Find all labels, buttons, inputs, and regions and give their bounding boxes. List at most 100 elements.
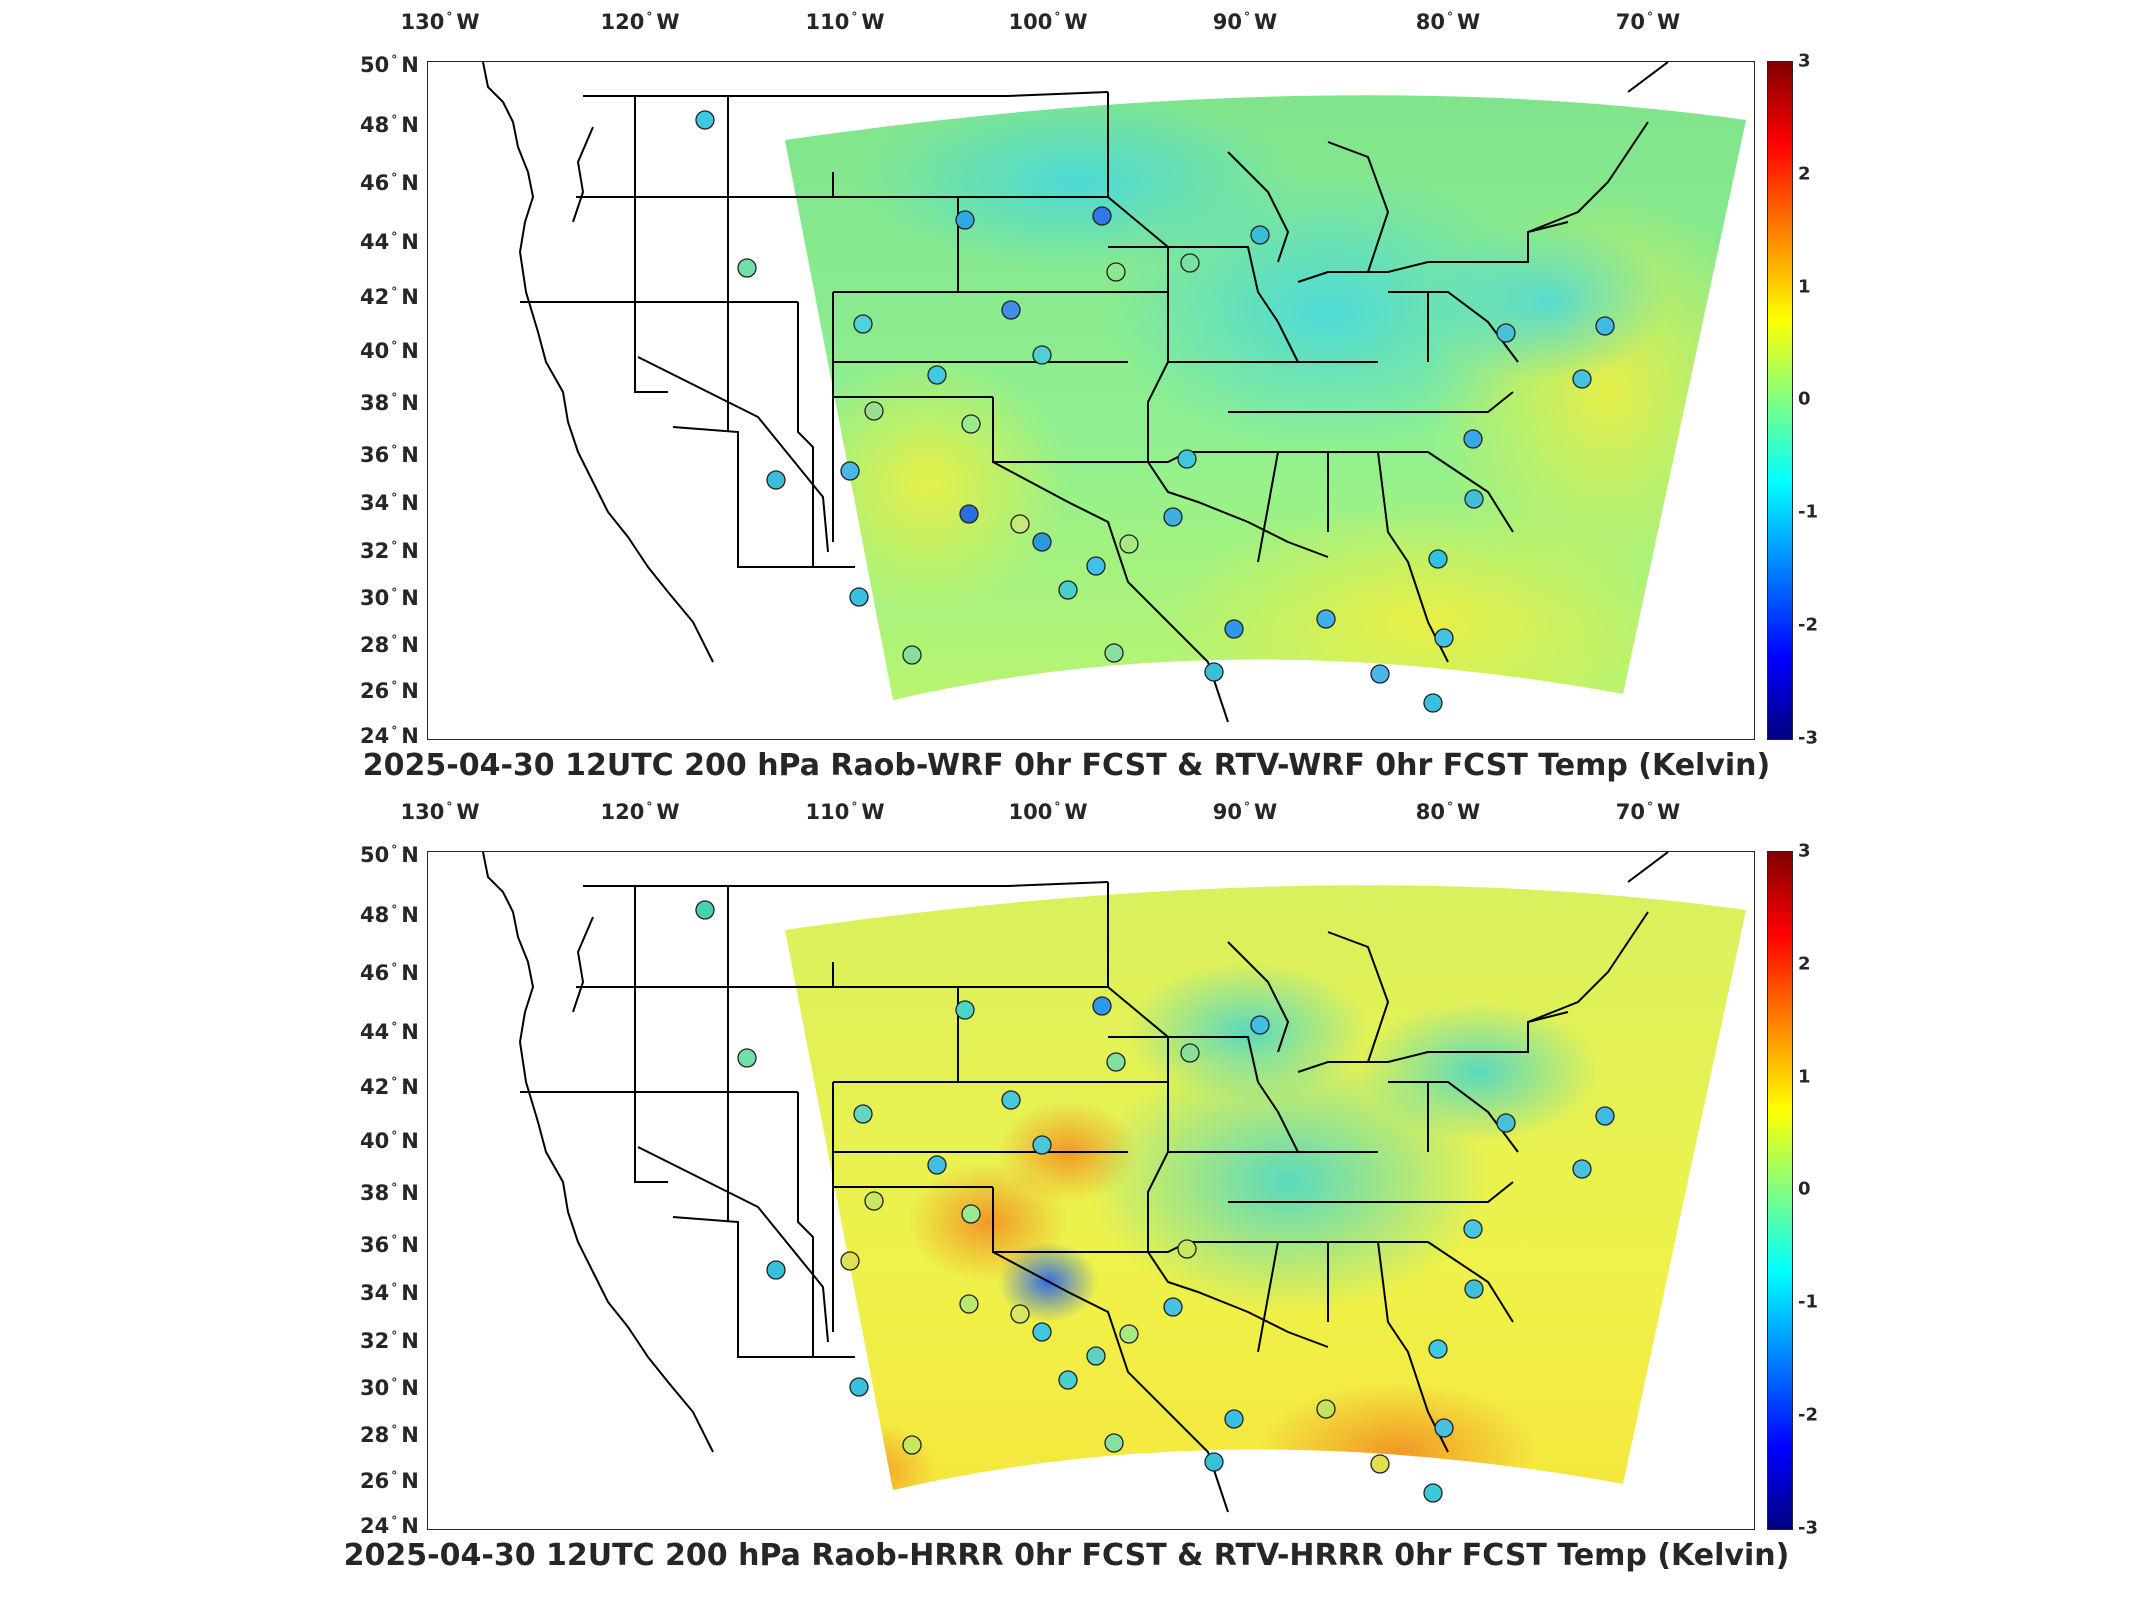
lat-degree: 42 bbox=[360, 1075, 390, 1099]
lat-tick-label: 24 ° N bbox=[360, 724, 419, 748]
raob-station-marker bbox=[1032, 1322, 1052, 1342]
lat-hemisphere: N bbox=[401, 1329, 419, 1353]
raob-station-marker bbox=[927, 1155, 947, 1175]
raob-station-marker bbox=[955, 210, 975, 230]
degree-symbol: ° bbox=[391, 1376, 398, 1390]
lat-hemisphere: N bbox=[401, 586, 419, 610]
degree-symbol: ° bbox=[391, 339, 398, 353]
boundary-line bbox=[992, 1251, 1229, 1513]
colorbar-tick-label: 3 bbox=[1798, 50, 1811, 72]
raob-station-marker bbox=[1177, 1239, 1197, 1259]
lat-degree: 48 bbox=[360, 113, 390, 137]
degree-symbol: ° bbox=[851, 800, 858, 814]
raob-station-marker bbox=[1250, 225, 1270, 245]
colorbar-tick-label: 0 bbox=[1798, 388, 1811, 410]
degree-symbol: ° bbox=[391, 230, 398, 244]
raob-station-marker bbox=[695, 900, 715, 920]
degree-symbol: ° bbox=[391, 113, 398, 127]
raob-station-marker bbox=[1001, 1090, 1021, 1110]
raob-station-marker bbox=[1464, 1279, 1484, 1299]
raob-station-marker bbox=[1370, 664, 1390, 684]
raob-station-marker bbox=[1224, 1409, 1244, 1429]
lat-tick-label: 48 ° N bbox=[360, 903, 419, 927]
raob-station-marker bbox=[849, 1377, 869, 1397]
lon-degree: 110 bbox=[805, 800, 850, 824]
lat-tick-label: 50 ° N bbox=[360, 53, 419, 77]
lon-tick-label: 80 ° W bbox=[1416, 800, 1480, 824]
boundary-line bbox=[583, 881, 1109, 887]
raob-station-marker bbox=[1423, 1483, 1443, 1503]
lon-hemisphere: W bbox=[1457, 800, 1481, 824]
lat-hemisphere: N bbox=[401, 539, 419, 563]
field-bottom bbox=[785, 885, 1746, 1490]
boundary-line bbox=[672, 1216, 855, 1358]
raob-station-marker bbox=[961, 1204, 981, 1224]
state-boundaries bbox=[482, 852, 1669, 1513]
boundary-line bbox=[1108, 1036, 1259, 1083]
lat-tick-label: 36 ° N bbox=[360, 1233, 419, 1257]
lat-degree: 26 bbox=[360, 679, 390, 703]
boundary-line bbox=[1257, 451, 1279, 563]
boundary-line bbox=[482, 852, 714, 1453]
boundary-line bbox=[1377, 451, 1449, 663]
boundary-line bbox=[1327, 141, 1390, 273]
degree-symbol: ° bbox=[391, 53, 398, 67]
lon-degree: 100 bbox=[1008, 800, 1053, 824]
boundary-line bbox=[1257, 1241, 1279, 1353]
lat-hemisphere: N bbox=[401, 113, 419, 137]
lon-tick-label: 70 ° W bbox=[1616, 10, 1680, 34]
lat-degree: 32 bbox=[360, 539, 390, 563]
lon-hemisphere: W bbox=[1457, 10, 1481, 34]
degree-symbol: ° bbox=[391, 1423, 398, 1437]
map-plot-area bbox=[427, 61, 1755, 740]
raob-station-marker bbox=[1316, 609, 1336, 629]
lat-degree: 38 bbox=[360, 1181, 390, 1205]
lon-degree: 120 bbox=[600, 10, 645, 34]
raob-station-marker bbox=[1370, 1454, 1390, 1474]
raob-stations-bottom bbox=[695, 900, 1615, 1503]
boundary-line bbox=[992, 397, 1189, 463]
raob-station-marker bbox=[1086, 1346, 1106, 1366]
lat-hemisphere: N bbox=[401, 1281, 419, 1305]
lat-hemisphere: N bbox=[401, 1181, 419, 1205]
degree-symbol: ° bbox=[391, 1469, 398, 1483]
colorbar-tick-label: 1 bbox=[1798, 276, 1811, 298]
lat-degree: 30 bbox=[360, 586, 390, 610]
lon-tick-label: 80 ° W bbox=[1416, 10, 1480, 34]
lat-hemisphere: N bbox=[401, 491, 419, 515]
lon-tick-label: 90 ° W bbox=[1213, 800, 1277, 824]
boundary-line bbox=[1257, 1081, 1299, 1153]
colorbar-tick-label: -2 bbox=[1798, 614, 1818, 636]
raob-station-marker bbox=[1119, 1324, 1139, 1344]
lon-degree: 80 bbox=[1415, 800, 1446, 824]
boundary-line bbox=[637, 1146, 829, 1343]
boundary-line bbox=[1147, 461, 1329, 558]
colorbar-tick-label: 2 bbox=[1798, 953, 1811, 975]
raob-station-marker bbox=[1058, 1370, 1078, 1390]
field-top bbox=[785, 95, 1746, 700]
degree-symbol: ° bbox=[391, 1129, 398, 1143]
raob-station-marker bbox=[1104, 643, 1124, 663]
map-plot-area bbox=[427, 851, 1755, 1530]
lat-degree: 40 bbox=[360, 339, 390, 363]
lat-degree: 38 bbox=[360, 391, 390, 415]
boundary-line bbox=[634, 1092, 668, 1183]
raob-station-marker bbox=[1163, 1297, 1183, 1317]
degree-symbol: ° bbox=[391, 1281, 398, 1295]
raob-station-marker bbox=[1032, 532, 1052, 552]
raob-station-marker bbox=[1250, 1015, 1270, 1035]
colorbar-tick-label: -3 bbox=[1798, 1517, 1818, 1539]
raob-station-marker bbox=[1434, 1418, 1454, 1438]
map-panel-top: 130 ° W 120 ° W 110 ° W 100 ° W 90 ° W 80 ° W 70 ° W 50 ° N 48 °… bbox=[360, 10, 1818, 783]
lat-hemisphere: N bbox=[401, 1469, 419, 1493]
degree-symbol: ° bbox=[1244, 800, 1251, 814]
raob-station-marker bbox=[864, 1191, 884, 1211]
lat-tick-label: 42 ° N bbox=[360, 285, 419, 309]
raob-station-marker bbox=[737, 1048, 757, 1068]
boundary-line bbox=[1527, 121, 1649, 233]
degree-symbol: ° bbox=[446, 10, 453, 24]
lat-degree: 50 bbox=[360, 843, 390, 867]
raob-station-marker bbox=[864, 401, 884, 421]
lat-hemisphere: N bbox=[401, 339, 419, 363]
degree-symbol: ° bbox=[851, 10, 858, 24]
